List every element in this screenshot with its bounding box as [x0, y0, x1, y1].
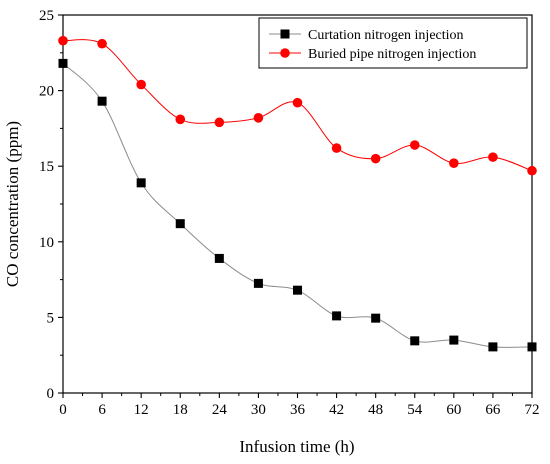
x-tick-label: 36 [290, 402, 306, 418]
data-point-circle [370, 153, 381, 164]
data-point-circle [292, 97, 303, 108]
y-tick-label: 25 [39, 8, 54, 24]
y-tick-label: 20 [39, 84, 54, 100]
x-tick-label: 42 [329, 402, 344, 418]
data-point-circle [214, 117, 225, 128]
legend: Curtation nitrogen injection Buried pipe … [258, 17, 528, 69]
legend-item-1: Curtation nitrogen injection [269, 28, 464, 43]
legend-label: Buried pipe nitrogen injection [308, 47, 476, 62]
data-point-circle [136, 79, 146, 90]
x-axis-title: Infusion time (h) [239, 437, 354, 456]
x-tick-label: 30 [251, 402, 266, 418]
data-point-square [175, 219, 185, 229]
data-point-square [371, 313, 381, 323]
legend-box [258, 17, 528, 69]
data-point-circle [331, 143, 342, 153]
data-point-square [97, 96, 107, 106]
y-tick-label: 5 [47, 310, 55, 326]
data-point-circle [97, 38, 107, 49]
x-tick-label: 24 [212, 402, 228, 418]
x-tick-label: 6 [98, 402, 106, 418]
data-point-square [136, 178, 146, 188]
legend-item-2: Buried pipe nitrogen injection [269, 47, 476, 62]
x-tick-label: 48 [368, 402, 383, 418]
x-tick-label: 18 [173, 402, 188, 418]
plot-frame [62, 14, 533, 394]
data-point-circle [409, 140, 420, 150]
data-point-square [449, 335, 459, 345]
data-point-square [488, 342, 498, 352]
legend-marker-circle [280, 48, 290, 58]
data-point-circle [449, 158, 459, 168]
y-tick-label: 0 [47, 386, 55, 402]
x-tick-label: 54 [407, 402, 423, 418]
y-axis-title: CO concentration (ppm) [3, 121, 22, 287]
data-point-circle [488, 152, 498, 162]
data-point-circle [58, 35, 68, 46]
x-tick-label: 0 [59, 402, 67, 418]
data-point-square [253, 278, 263, 288]
data-point-square [410, 336, 420, 346]
series-1 [58, 58, 537, 352]
data-point-circle [175, 114, 186, 125]
x-tick-label: 12 [134, 402, 149, 418]
series-2 [58, 35, 537, 176]
data-point-square [527, 342, 537, 352]
data-point-square [293, 285, 302, 295]
data-point-square [214, 253, 224, 263]
y-tick-label: 10 [39, 235, 54, 251]
y-tick-label: 15 [39, 159, 54, 175]
data-point-square [332, 311, 342, 321]
data-point-square [58, 58, 68, 68]
legend-label: Curtation nitrogen injection [308, 28, 464, 43]
data-point-circle [253, 113, 264, 123]
legend-marker-square [280, 29, 290, 39]
data-point-circle [527, 165, 537, 176]
x-tick-label: 72 [525, 402, 540, 418]
x-tick-label: 60 [446, 402, 461, 418]
x-tick-label: 66 [485, 402, 501, 418]
